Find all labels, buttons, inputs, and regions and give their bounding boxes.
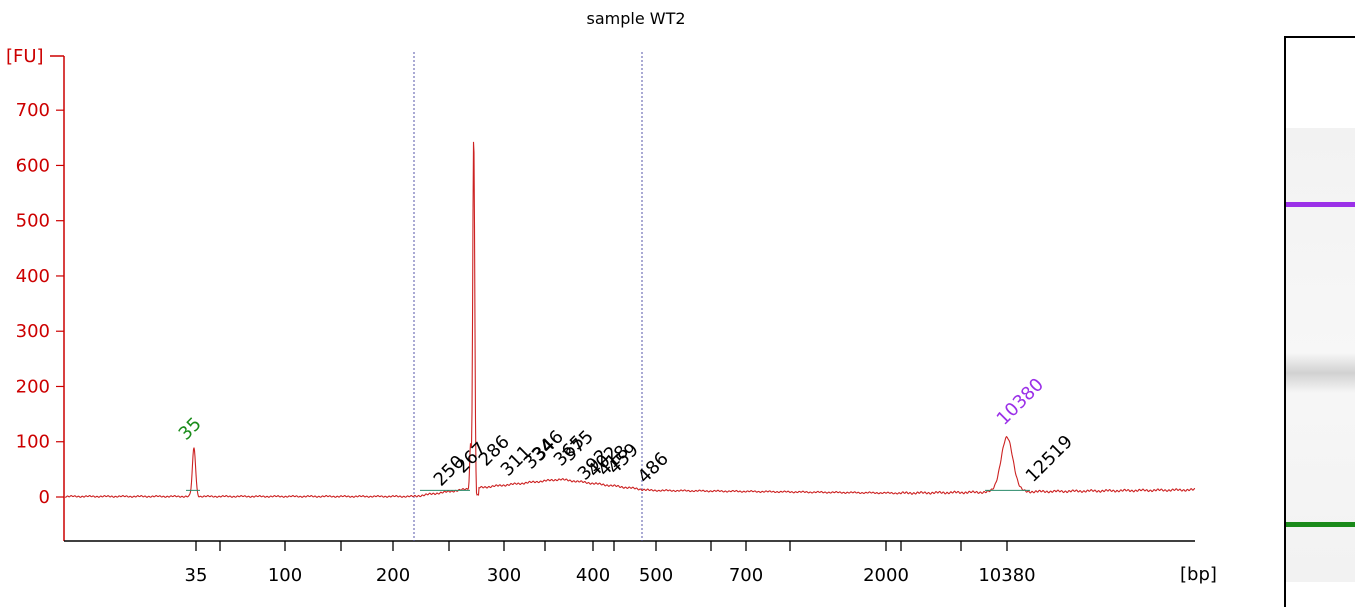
y-tick-label: 0 bbox=[39, 487, 50, 508]
trace-layer bbox=[64, 141, 1196, 498]
x-tick-label: 100 bbox=[268, 565, 302, 586]
y-tick-label: 600 bbox=[16, 155, 50, 176]
y-tick-label: 700 bbox=[16, 100, 50, 121]
gel-smear bbox=[1286, 353, 1355, 393]
gel-band-lower-marker bbox=[1286, 522, 1355, 527]
x-tick-label: 500 bbox=[639, 565, 673, 586]
virtual-gel-lane bbox=[1284, 36, 1355, 607]
y-tick-label: 500 bbox=[16, 211, 50, 232]
x-tick-label: 35 bbox=[185, 565, 208, 586]
x-tick-label: 10380 bbox=[978, 565, 1035, 586]
peak-label-layer: 3525026728631133434636537539240241845948… bbox=[175, 374, 1077, 490]
x-tick-label: 700 bbox=[729, 565, 763, 586]
peak-label: 12519 bbox=[1022, 431, 1077, 486]
gel-band-upper-marker bbox=[1286, 202, 1355, 207]
x-tick-label: 2000 bbox=[863, 565, 909, 586]
chart-title: sample WT2 bbox=[586, 9, 685, 28]
y-tick-label: 400 bbox=[16, 266, 50, 287]
trace-line bbox=[64, 141, 1196, 498]
x-axis: 35 100 200 300 400 500 700 2000 10380 bbox=[64, 540, 1195, 586]
electropherogram: sample WT2 [FU] [bp] 0 100 200 300 400 500 600… bbox=[6, 9, 1217, 586]
peak-label: 10380 bbox=[993, 374, 1048, 429]
x-tick-label: 200 bbox=[376, 565, 410, 586]
y-tick-label: 200 bbox=[16, 376, 50, 397]
y-tick-label: 300 bbox=[16, 321, 50, 342]
x-axis-label: [bp] bbox=[1180, 564, 1217, 585]
y-axis: 0 100 200 300 400 500 600 700 bbox=[16, 55, 65, 541]
region-marker-lines bbox=[413, 52, 643, 541]
peak-label: 35 bbox=[175, 413, 206, 444]
y-tick-label: 100 bbox=[16, 432, 50, 453]
y-axis-label: [FU] bbox=[6, 46, 44, 67]
x-tick-label: 400 bbox=[576, 565, 610, 586]
x-tick-label: 300 bbox=[487, 565, 521, 586]
